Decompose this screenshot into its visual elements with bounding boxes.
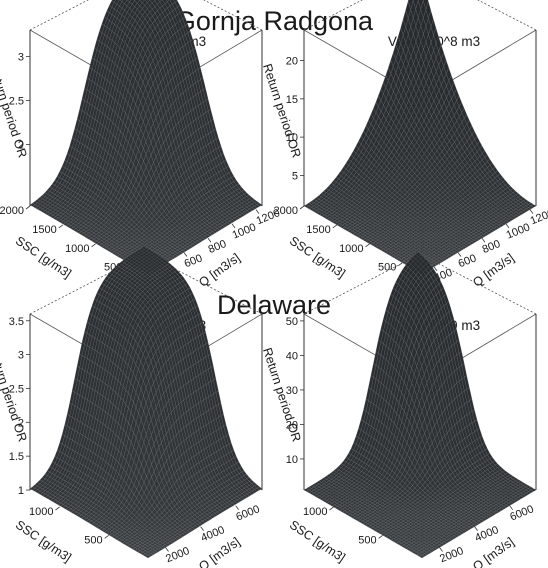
q-tick [482,238,485,242]
ssc-tick [366,244,370,247]
ssc-tick-label: 1000 [339,243,363,255]
z-tick-label: 5 [292,170,298,182]
ssc-tick-label: 1500 [306,224,330,236]
section-title-gornja-radgona: Gornja Radgona [0,6,548,36]
z-tick-label: 20 [286,56,298,68]
q-tick [256,210,259,214]
z-tick-label: 3 [18,51,24,63]
ssc-tick-label: 2000 [274,205,298,217]
ssc-tick [300,206,304,209]
q-tick [530,210,533,214]
ssc-tick-label: 2000 [0,205,24,217]
ssc-tick [59,225,63,228]
surface-mesh [30,0,262,274]
ssc-tick [92,244,96,247]
ssc-tick-label: 1000 [65,243,89,255]
surface-mesh [304,0,536,274]
section-title-delaware: Delaware [0,290,548,320]
ssc-tick-label: 1500 [32,224,56,236]
q-tick [506,224,509,228]
ssc-axis-label: SSC [g/m3] [287,234,348,281]
z-axis-label: Return period OR [0,62,30,160]
ssc-axis-label: SSC [g/m3] [13,234,74,281]
q-tick-label: 1200 [529,207,548,227]
q-tick [232,224,235,228]
q-tick [184,253,187,257]
ssc-tick [26,206,30,209]
q-tick-label: 1000 [505,221,532,241]
q-tick-label: 1000 [231,221,258,241]
ssc-tick [333,225,337,228]
q-tick [208,238,211,242]
q-tick [458,253,461,257]
